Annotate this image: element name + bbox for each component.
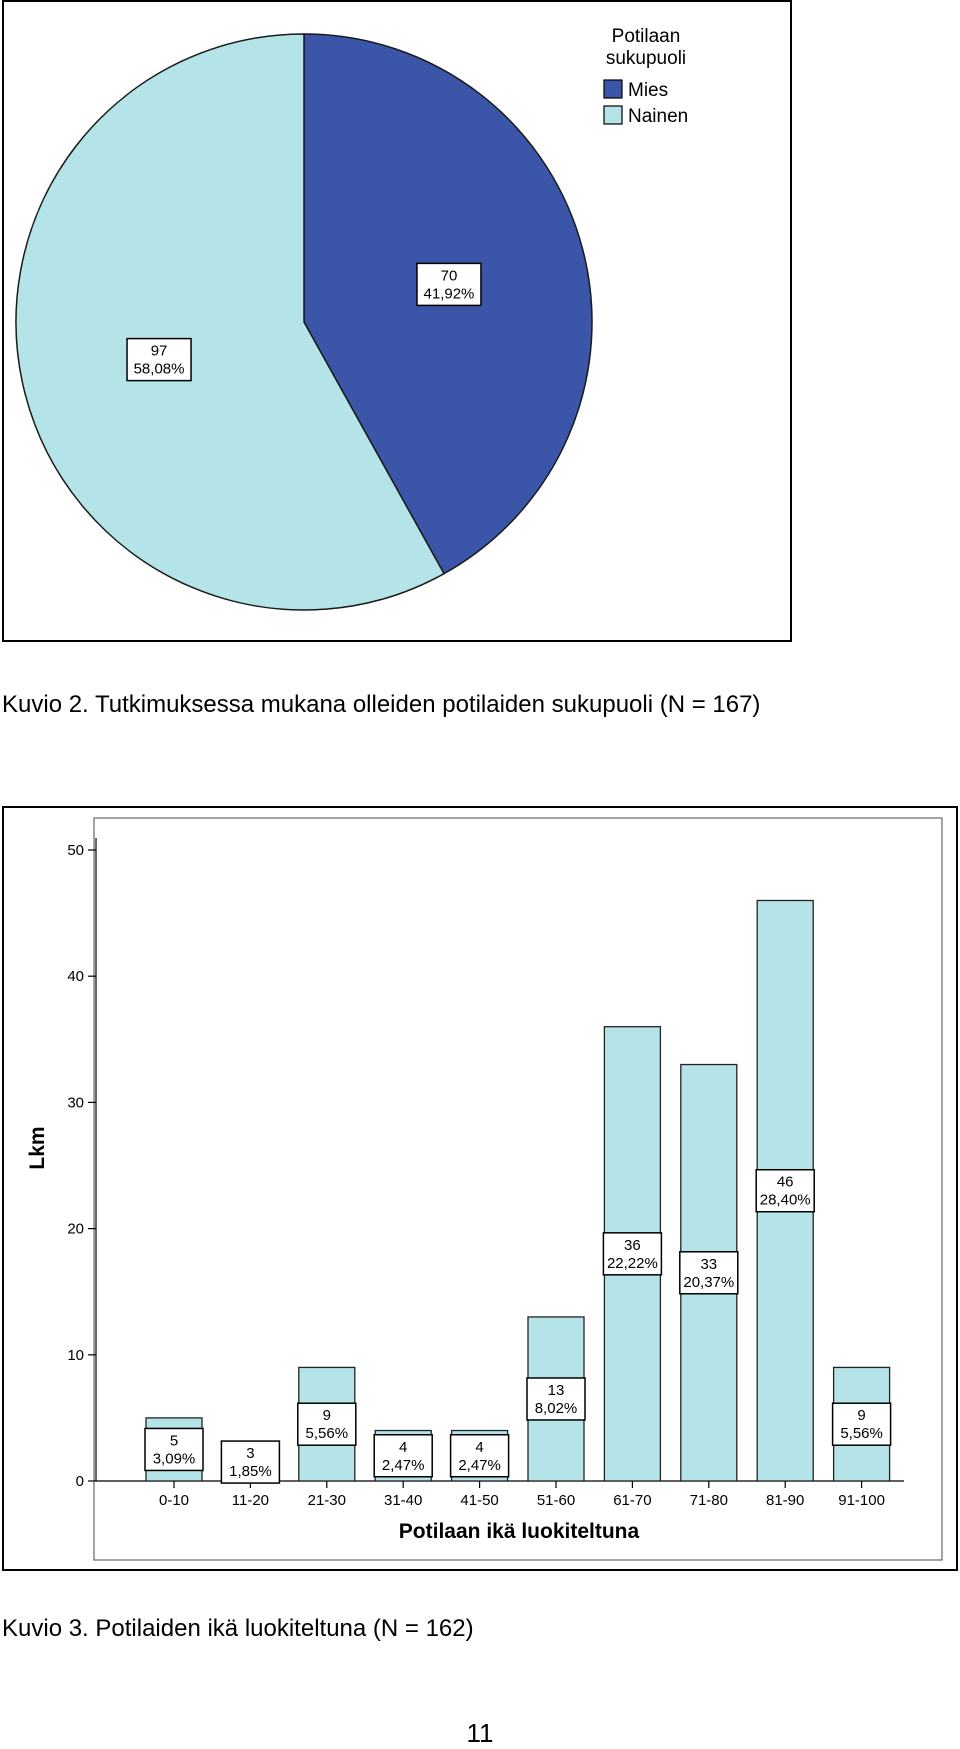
bar-label-61-70-box: [602, 1232, 663, 1276]
bar-label-31-40-count: 4: [399, 1439, 407, 1456]
bar-label-0-10-box: [144, 1427, 204, 1472]
pie-label-nainen-count: 97: [151, 343, 168, 360]
bar-label-81-90-box: [755, 1168, 815, 1213]
bar-label-41-50-count: 4: [475, 1439, 483, 1456]
bar-label-51-60-percent: 8,02%: [535, 1400, 578, 1417]
bar-label-11-20: 31,85%: [220, 1440, 281, 1484]
bar-label-61-70-percent: 22,22%: [607, 1255, 658, 1272]
bar-label-41-50: 42,47%: [449, 1434, 510, 1478]
pie-legend-title-line: sukupuoli: [606, 48, 686, 69]
bar-label-51-60: 138,02%: [526, 1377, 586, 1421]
bar-label-91-100: 95,56%: [831, 1402, 892, 1446]
bar-label-11-20-count: 3: [246, 1445, 254, 1462]
pie-legend-swatch-mies: [603, 79, 623, 99]
y-tick-label: 0: [76, 1473, 84, 1490]
bar-label-31-40: 42,47%: [373, 1434, 433, 1478]
x-tick-label: 31-40: [384, 1492, 422, 1509]
pie-legend-label-mies: Mies: [628, 80, 668, 101]
x-tick-label: 21-30: [308, 1492, 346, 1509]
bar-label-71-80-count: 33: [700, 1256, 717, 1273]
bar-label-91-100-count: 9: [857, 1407, 865, 1424]
bar-label-51-60-count: 13: [548, 1382, 565, 1399]
x-tick-label: 11-20: [232, 1492, 269, 1509]
y-tick-label: 30: [67, 1094, 84, 1111]
bar-label-91-100-percent: 5,56%: [840, 1425, 883, 1442]
bar-label-21-30-box: [297, 1402, 357, 1446]
bar-label-0-10-percent: 3,09%: [153, 1450, 196, 1467]
bar-label-81-90-percent: 28,40%: [760, 1192, 811, 1209]
bar-chart-frame: 0 10 20 30 40 50 Lkm 0-10 5 3,09% 11-20 3 1,85% 21-30…: [2, 806, 958, 1571]
bar-label-21-30-percent: 5,56%: [306, 1425, 349, 1442]
pie-legend-title-line: Potilaan: [612, 26, 681, 47]
bar-label-41-50-box: [449, 1434, 510, 1478]
bar-chart: 0 10 20 30 40 50 Lkm 0-10 53,09% 11-20 31,85% 21-30…: [26, 817, 943, 1561]
pie-label-mies-count: 70: [441, 267, 458, 284]
x-tick-label: 51-60: [537, 1492, 575, 1509]
bar-label-11-20-box: [220, 1440, 281, 1484]
bar-label-0-10-count: 5: [170, 1432, 178, 1449]
bar-label-71-80-percent: 20,37%: [683, 1274, 734, 1291]
pie-legend-swatch-nainen: [603, 105, 623, 125]
y-tick-label: 10: [67, 1347, 84, 1364]
y-tick-label: 20: [67, 1221, 84, 1238]
bar-label-91-100-box: [831, 1402, 892, 1446]
bar-label-41-50-percent: 2,47%: [458, 1457, 501, 1474]
bar-label-81-90-count: 46: [777, 1174, 794, 1191]
pie-label-mies-box: [416, 262, 482, 307]
x-tick-label: 0-10: [159, 1492, 189, 1509]
x-axis-label: Potilaan ikä luokiteltuna: [399, 1520, 640, 1543]
y-axis-label: Lkm: [26, 1126, 49, 1169]
y-tick-label: 50: [67, 842, 84, 859]
bar-label-51-60-box: [526, 1377, 586, 1421]
pie-legend-label-nainen: Nainen: [628, 106, 688, 127]
bar-label-0-10: 53,09%: [144, 1427, 204, 1472]
pie-label-nainen-box: [126, 337, 192, 382]
bar-label-61-70-count: 36: [624, 1237, 641, 1254]
bar-label-11-20-percent: 1,85%: [229, 1463, 272, 1480]
x-tick-label: 81-90: [766, 1492, 804, 1509]
pie-label-mies-percent: 41,92%: [424, 285, 475, 302]
x-tick-label: 71-80: [690, 1492, 728, 1509]
bar-label-21-30-count: 9: [323, 1407, 331, 1424]
page-number: 11: [466, 1718, 494, 1748]
x-tick-label: 91-100: [838, 1492, 885, 1509]
figure-2-caption: Kuvio 2. Tutkimuksessa mukana olleiden p…: [2, 691, 761, 718]
x-tick-label: 41-50: [460, 1492, 498, 1509]
pie-chart-frame: 70 41,92% 97 58,08% Potilaan sukupuoli Mies Nai…: [2, 0, 792, 642]
y-tick-label: 40: [67, 968, 84, 985]
pie-slice-nainen: [15, 33, 446, 611]
bar-label-31-40-box: [373, 1434, 433, 1478]
figure-3-caption: Kuvio 3. Potilaiden ikä luokiteltuna (N …: [2, 1615, 474, 1642]
bar-label-71-80-box: [679, 1251, 739, 1295]
x-tick-label: 61-70: [613, 1492, 651, 1509]
bar-label-31-40-percent: 2,47%: [382, 1457, 425, 1474]
bar-label-21-30: 95,56%: [297, 1402, 357, 1446]
pie-label-nainen-percent: 58,08%: [134, 361, 185, 378]
